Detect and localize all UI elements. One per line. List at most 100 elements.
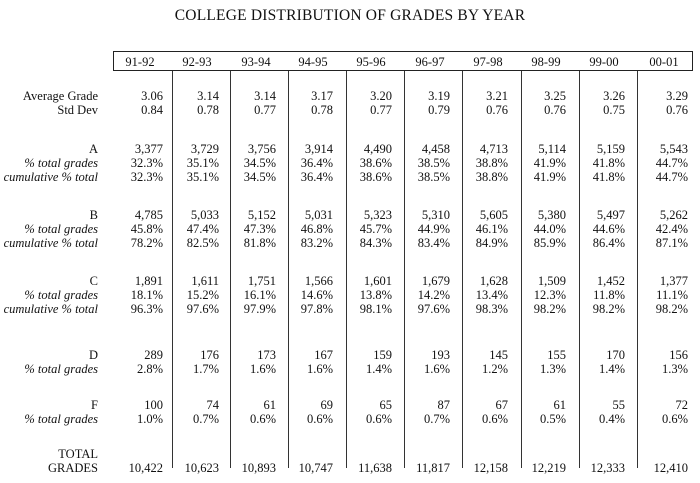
table-cell: 1,601 — [363, 274, 392, 288]
table-cell: 81.8% — [243, 236, 276, 250]
table-cell: 67 — [495, 398, 509, 412]
year-header: 99-00 — [589, 55, 619, 69]
row-label: % total grades — [24, 222, 98, 236]
table-cell: 3.25 — [544, 89, 566, 103]
table-cell: 4,490 — [363, 142, 392, 156]
table-cell: 16.1% — [243, 288, 276, 302]
table-cell: 87.1% — [655, 236, 688, 250]
table-cell: 44.7% — [655, 170, 688, 184]
row-label: % total grades — [24, 362, 98, 376]
table-cell: 0.7% — [423, 412, 450, 426]
table-cell: 98.2% — [655, 302, 688, 316]
table-cell: 98.2% — [533, 302, 566, 316]
table-cell: 15.2% — [186, 288, 219, 302]
table-cell: 0.5% — [539, 412, 566, 426]
table-cell: 1.0% — [136, 412, 163, 426]
table-cell: 44.9% — [417, 222, 450, 236]
table-cell: 98.2% — [592, 302, 625, 316]
year-header: 91-92 — [125, 55, 155, 69]
table-cell: 4,713 — [479, 142, 508, 156]
table-cell: 0.6% — [249, 412, 276, 426]
table-cell: 38.5% — [417, 156, 450, 170]
column-divider — [346, 71, 347, 468]
row-label: Std Dev — [57, 103, 98, 117]
table-cell: 97.6% — [186, 302, 219, 316]
table-cell: 5,323 — [363, 208, 392, 222]
table-cell: 4,785 — [134, 208, 163, 222]
row-label: TOTAL — [58, 447, 98, 461]
table-cell: 167 — [314, 348, 333, 362]
table-cell: 87 — [437, 398, 451, 412]
table-cell: 3.26 — [603, 89, 625, 103]
table-cell: 61 — [263, 398, 277, 412]
table-cell: 44.6% — [592, 222, 625, 236]
row-label: cumulative % total — [3, 236, 98, 250]
table-cell: 10,422 — [128, 461, 163, 475]
table-cell: 145 — [489, 348, 508, 362]
table-cell: 10,893 — [241, 461, 276, 475]
table-cell: 0.79 — [428, 103, 450, 117]
table-cell: 1,509 — [537, 274, 566, 288]
row-label: F — [91, 398, 98, 412]
table-cell: 173 — [257, 348, 276, 362]
table-cell: 3.19 — [428, 89, 450, 103]
column-divider — [288, 71, 289, 468]
table-cell: 72 — [675, 398, 689, 412]
table-cell: 193 — [431, 348, 450, 362]
year-header: 98-99 — [531, 55, 561, 69]
table-cell: 3,914 — [304, 142, 333, 156]
table-cell: 176 — [200, 348, 219, 362]
table-cell: 41.8% — [592, 170, 625, 184]
table-cell: 34.5% — [243, 156, 276, 170]
table-cell: 3.20 — [370, 89, 392, 103]
table-cell: 98.3% — [475, 302, 508, 316]
year-header: 97-98 — [473, 55, 503, 69]
column-divider — [521, 71, 522, 468]
table-cell: 10,623 — [184, 461, 219, 475]
table-cell: 41.9% — [533, 170, 566, 184]
table-cell: 12,333 — [590, 461, 625, 475]
table-cell: 96.3% — [130, 302, 163, 316]
table-cell: 14.6% — [300, 288, 333, 302]
table-cell: 155 — [547, 348, 566, 362]
row-label: A — [88, 142, 98, 156]
table-cell: 5,159 — [596, 142, 625, 156]
table-cell: 5,114 — [538, 142, 566, 156]
table-cell: 1,679 — [421, 274, 450, 288]
table-cell: 1,611 — [191, 274, 219, 288]
table-cell: 44.0% — [533, 222, 566, 236]
table-cell: 0.6% — [365, 412, 392, 426]
table-cell: 36.4% — [300, 156, 333, 170]
table-cell: 14.2% — [417, 288, 450, 302]
table-cell: 98.1% — [359, 302, 392, 316]
column-divider — [579, 71, 580, 468]
table-cell: 1.3% — [661, 362, 688, 376]
column-divider — [462, 71, 463, 468]
table-cell: 0.84 — [141, 103, 163, 117]
table-cell: 3.14 — [254, 89, 276, 103]
table-cell: 0.77 — [254, 103, 276, 117]
column-divider — [172, 71, 173, 468]
table-cell: 47.3% — [243, 222, 276, 236]
table-cell: 5,152 — [247, 208, 276, 222]
table-cell: 84.9% — [475, 236, 508, 250]
table-cell: 1.3% — [539, 362, 566, 376]
table-cell: 10,747 — [298, 461, 333, 475]
table-cell: 100 — [144, 398, 163, 412]
table-cell: 41.8% — [592, 156, 625, 170]
table-cell: 289 — [144, 348, 163, 362]
table-cell: 82.5% — [186, 236, 219, 250]
table-cell: 12,158 — [473, 461, 508, 475]
table-cell: 0.6% — [306, 412, 333, 426]
table-cell: 12.3% — [533, 288, 566, 302]
table-cell: 3,756 — [247, 142, 276, 156]
table-cell: 47.4% — [186, 222, 219, 236]
table-cell: 0.4% — [598, 412, 625, 426]
table-cell: 46.8% — [300, 222, 333, 236]
table-cell: 38.6% — [359, 170, 392, 184]
table-cell: 156 — [669, 348, 688, 362]
table-cell: 5,543 — [659, 142, 688, 156]
table-cell: 5,380 — [537, 208, 566, 222]
table-cell: 35.1% — [186, 170, 219, 184]
table-cell: 1.7% — [192, 362, 219, 376]
